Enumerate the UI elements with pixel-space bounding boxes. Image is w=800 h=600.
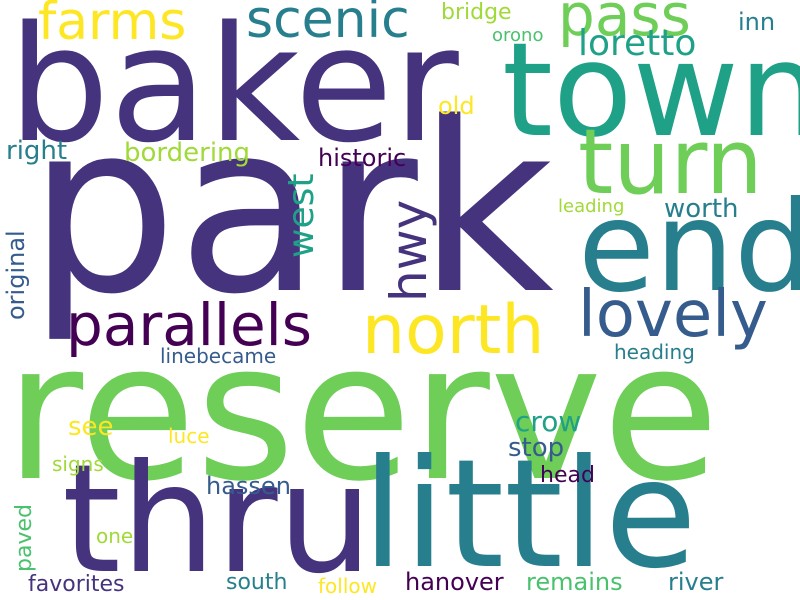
word-crow: crow xyxy=(515,405,582,438)
word-right: right xyxy=(6,136,68,166)
word-end: end xyxy=(578,175,800,320)
word-bordering: bordering xyxy=(124,138,251,168)
word-hanover: hanover xyxy=(405,568,504,596)
word-paved: paved xyxy=(12,504,37,572)
word-west: west xyxy=(281,173,322,258)
word-south: south xyxy=(226,570,288,595)
word-orono: orono xyxy=(492,25,544,46)
word-little: little xyxy=(362,428,697,600)
word-hassen: hassen xyxy=(206,472,291,500)
word-heading: heading xyxy=(614,340,695,364)
word-lovely: lovely xyxy=(578,278,768,352)
word-town: town xyxy=(502,14,800,166)
word-remains: remains xyxy=(526,568,623,596)
word-pass: pass xyxy=(558,0,691,49)
word-signs: signs xyxy=(52,452,104,476)
word-leading: leading xyxy=(558,196,625,217)
word-head: head xyxy=(540,463,595,488)
word-worth: worth xyxy=(664,194,739,224)
word-hwy: hwy xyxy=(380,199,438,302)
word-stop: stop xyxy=(508,433,565,463)
word-original: original xyxy=(2,230,30,320)
word-parallels: parallels xyxy=(66,291,312,359)
word-baker: baker xyxy=(8,0,459,178)
word-favorites: favorites xyxy=(28,572,125,597)
word-scenic: scenic xyxy=(246,0,410,50)
word-luce: luce xyxy=(168,424,210,448)
word-north: north xyxy=(362,291,545,370)
word-park: park xyxy=(28,73,554,346)
word-see: see xyxy=(68,412,114,442)
word-historic: historic xyxy=(318,144,407,172)
word-thru: thru xyxy=(62,433,373,600)
word-old: old xyxy=(438,92,475,120)
word-bridge: bridge xyxy=(441,0,512,25)
word-reserve: reserve xyxy=(5,302,720,523)
word-inn: inn xyxy=(738,8,776,36)
word-linebecame: linebecame xyxy=(160,344,277,368)
word-farms: farms xyxy=(38,0,187,52)
word-river: river xyxy=(668,568,724,596)
word-turn: turn xyxy=(578,110,763,215)
word-one: one xyxy=(96,524,134,548)
word-follow: follow xyxy=(318,574,377,598)
word-loretto: loretto xyxy=(578,23,697,64)
